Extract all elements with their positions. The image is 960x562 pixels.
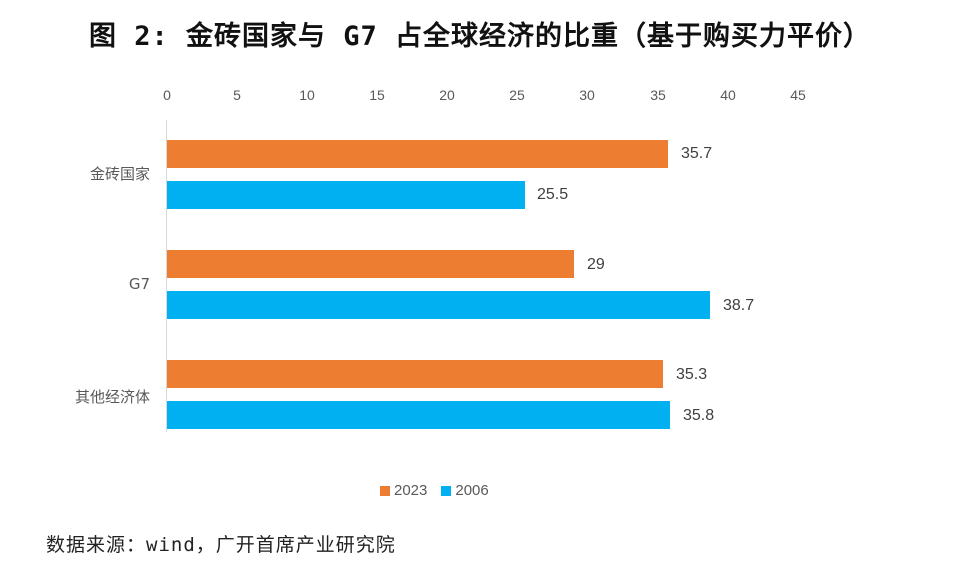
x-tick: 5 bbox=[233, 87, 241, 103]
legend: 2023 2006 bbox=[380, 482, 503, 499]
data-label: 35.3 bbox=[676, 366, 708, 383]
bar-2023 bbox=[167, 250, 574, 278]
x-tick: 0 bbox=[163, 87, 171, 103]
bar-2006 bbox=[167, 181, 525, 209]
x-tick: 40 bbox=[720, 87, 736, 103]
category-label: 其他经济体 bbox=[74, 388, 150, 406]
x-tick: 15 bbox=[369, 87, 385, 103]
x-tick: 45 bbox=[790, 87, 806, 103]
source-note: 数据来源：wind，广开首席产业研究院 bbox=[46, 534, 396, 556]
bar-2006 bbox=[167, 291, 710, 319]
bar-2006 bbox=[167, 401, 670, 429]
data-label: 29 bbox=[587, 256, 605, 273]
x-tick: 35 bbox=[650, 87, 666, 103]
data-label: 35.7 bbox=[681, 145, 713, 162]
legend-label: 2006 bbox=[455, 482, 489, 499]
data-label: 38.7 bbox=[723, 297, 755, 314]
x-tick: 25 bbox=[509, 87, 525, 103]
x-tick: 20 bbox=[439, 87, 455, 103]
legend-item-2023: 2023 bbox=[380, 482, 427, 499]
bar-2023 bbox=[167, 360, 663, 388]
legend-label: 2023 bbox=[394, 482, 428, 499]
bar-2023 bbox=[167, 140, 668, 168]
category-label: G7 bbox=[128, 275, 150, 293]
x-tick: 30 bbox=[579, 87, 595, 103]
chart-title: 图 2: 金砖国家与 G7 占全球经济的比重（基于购买力平价） bbox=[88, 21, 872, 52]
y-axis-line bbox=[166, 120, 167, 432]
legend-swatch-icon bbox=[441, 485, 452, 496]
legend-item-2006: 2006 bbox=[441, 482, 489, 499]
x-tick: 10 bbox=[299, 87, 315, 103]
data-label: 35.8 bbox=[683, 407, 715, 424]
legend-swatch-icon bbox=[380, 485, 390, 496]
category-label: 金砖国家 bbox=[89, 165, 150, 183]
data-label: 25.5 bbox=[537, 186, 569, 203]
x-axis: 0 5 10 15 20 25 30 35 40 45 bbox=[0, 87, 960, 107]
